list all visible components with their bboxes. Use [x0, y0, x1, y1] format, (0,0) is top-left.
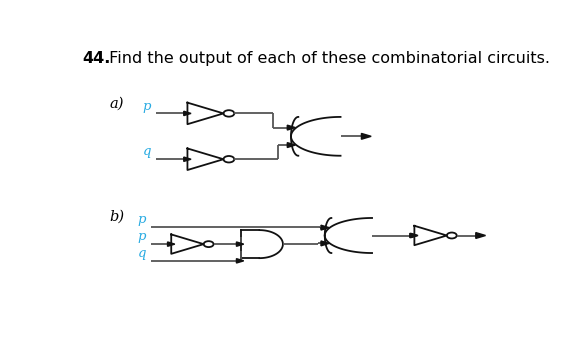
Polygon shape — [411, 233, 418, 238]
Polygon shape — [361, 133, 371, 139]
Text: 44.: 44. — [83, 51, 111, 66]
Polygon shape — [410, 233, 417, 238]
Text: p: p — [138, 213, 146, 226]
Polygon shape — [167, 242, 175, 246]
Text: a): a) — [110, 97, 124, 111]
Text: q: q — [138, 247, 146, 260]
Polygon shape — [236, 259, 244, 263]
Polygon shape — [321, 225, 329, 230]
Polygon shape — [321, 241, 329, 246]
Polygon shape — [184, 157, 191, 161]
Text: p: p — [138, 230, 146, 243]
Polygon shape — [287, 143, 295, 147]
Polygon shape — [476, 233, 486, 238]
Text: q: q — [142, 145, 151, 159]
Text: Find the output of each of these combinatorial circuits.: Find the output of each of these combina… — [104, 51, 550, 66]
Text: p: p — [142, 100, 151, 113]
Polygon shape — [184, 111, 191, 116]
Text: b): b) — [110, 210, 125, 224]
Polygon shape — [287, 125, 295, 130]
Polygon shape — [236, 242, 244, 246]
